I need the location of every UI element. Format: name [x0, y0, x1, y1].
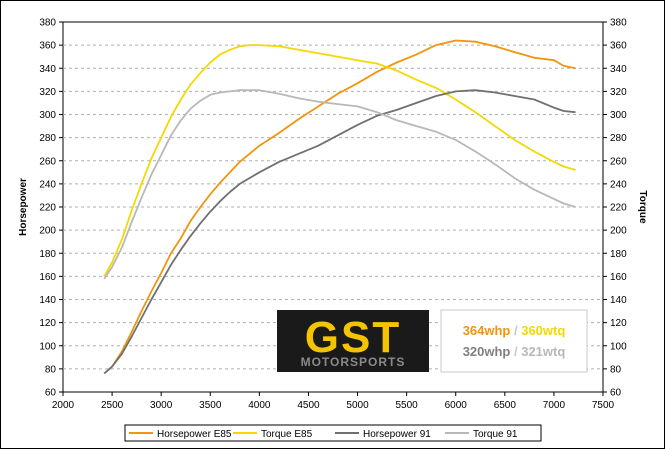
y-axis-title-left: Horsepower: [18, 178, 29, 236]
y-tick-label-left: 220: [39, 203, 56, 214]
x-tick-label: 4500: [297, 400, 320, 411]
y-tick-label-left: 380: [39, 18, 56, 29]
summary-e85-sep: /: [510, 323, 521, 338]
summary-91-sep: /: [510, 344, 521, 359]
summary-91: 320whp / 321wtq: [463, 344, 566, 359]
summary-91-tq: 321wtq: [521, 344, 565, 359]
y-tick-label-right: 140: [610, 295, 627, 306]
y-tick-label-right: 280: [610, 133, 627, 144]
summary-91-hp: 320whp: [463, 344, 511, 359]
y-tick-label-right: 200: [610, 226, 627, 237]
y-tick-label-right: 160: [610, 272, 627, 283]
x-tick-label: 6500: [494, 400, 517, 411]
y-tick-label-right: 60: [610, 388, 622, 399]
y-tick-label-right: 380: [610, 18, 627, 29]
x-tick-label: 7500: [592, 400, 615, 411]
x-tick-label: 3000: [150, 400, 173, 411]
summary-e85-tq: 360wtq: [521, 323, 565, 338]
y-tick-label-left: 180: [39, 249, 56, 260]
logo-main-text: GST: [305, 313, 401, 362]
y-axis-title-right: Torque: [637, 190, 648, 224]
x-tick-label: 2500: [101, 400, 124, 411]
y-tick-label-right: 100: [610, 341, 627, 352]
y-tick-label-right: 220: [610, 203, 627, 214]
summary-box: 364whp / 360wtq 320whp / 321wtq: [440, 309, 588, 373]
x-tick-label: 5500: [396, 400, 419, 411]
summary-e85: 364whp / 360wtq: [463, 323, 566, 338]
series: [103, 39, 576, 375]
y-tick-label-left: 260: [39, 156, 56, 167]
y-tick-label-right: 300: [610, 110, 627, 121]
y-tick-label-right: 360: [610, 41, 627, 52]
series-line-torque-e85: [103, 44, 576, 277]
x-tick-label: 3500: [199, 400, 222, 411]
axes: 60 60 80 80 100 100 120 120 140 140 160 160 180 180 20…: [39, 18, 627, 412]
series-line-torque-91: [103, 89, 576, 280]
legend-label: Torque E85: [261, 429, 313, 440]
y-tick-label-right: 180: [610, 249, 627, 260]
series-line-horsepower-e85: [103, 39, 576, 375]
y-tick-label-right: 320: [610, 87, 627, 98]
y-tick-label-right: 260: [610, 156, 627, 167]
x-tick-label: 2000: [52, 400, 75, 411]
y-tick-label-left: 100: [39, 341, 56, 352]
summary-e85-hp: 364whp: [463, 323, 511, 338]
x-tick-label: 5000: [346, 400, 369, 411]
x-tick-label: 6000: [445, 400, 468, 411]
logo-sub-text: MOTORSPORTS: [301, 355, 406, 369]
legend-label: Horsepower E85: [157, 429, 232, 440]
y-tick-label-left: 280: [39, 133, 56, 144]
y-tick-label-left: 160: [39, 272, 56, 283]
y-tick-label-right: 120: [610, 318, 627, 329]
x-tick-label: 7000: [543, 400, 566, 411]
y-tick-label-left: 300: [39, 110, 56, 121]
x-tick-label: 4000: [248, 400, 271, 411]
y-tick-label-left: 60: [45, 388, 57, 399]
y-tick-label-left: 240: [39, 179, 56, 190]
y-tick-label-left: 120: [39, 318, 56, 329]
legend: Horsepower E85 Torque E85 Horsepower 91 Tor…: [129, 429, 518, 440]
legend-label: Horsepower 91: [363, 429, 431, 440]
gst-motorsports-logo: GST MOTORSPORTS: [277, 310, 429, 372]
y-tick-label-right: 340: [610, 64, 627, 75]
y-tick-label-left: 200: [39, 226, 56, 237]
y-tick-label-left: 360: [39, 41, 56, 52]
y-tick-label-left: 340: [39, 64, 56, 75]
y-tick-label-left: 80: [45, 364, 57, 375]
y-tick-label-left: 320: [39, 87, 56, 98]
legend-box: [124, 424, 542, 442]
y-tick-label-right: 240: [610, 179, 627, 190]
y-tick-label-left: 140: [39, 295, 56, 306]
y-tick-label-right: 80: [610, 364, 622, 375]
legend-label: Torque 91: [473, 429, 518, 440]
series-line-horsepower-91: [103, 89, 576, 375]
